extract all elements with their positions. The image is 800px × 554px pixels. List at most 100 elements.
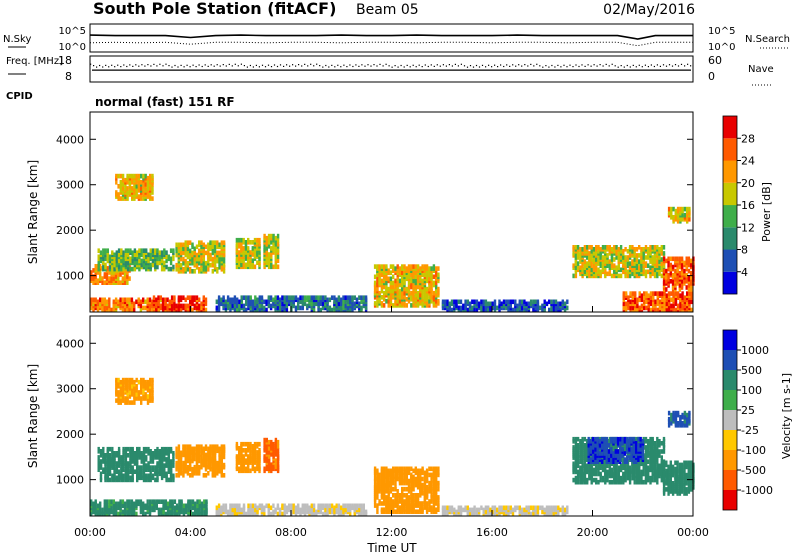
range-gate-cell xyxy=(378,290,381,296)
range-gate-cell xyxy=(233,507,237,513)
range-gate-cell xyxy=(407,299,411,304)
range-gate-cell xyxy=(184,262,187,268)
range-gate-cell xyxy=(117,384,120,389)
range-gate-cell xyxy=(662,251,666,256)
range-gate-cell xyxy=(151,459,155,464)
nave-point xyxy=(135,64,137,66)
range-gate-cell xyxy=(285,307,289,313)
range-gate-cell xyxy=(204,260,208,266)
range-gate-cell xyxy=(606,253,609,258)
range-gate-cell xyxy=(428,507,431,512)
range-gate-cell xyxy=(200,305,203,311)
range-gate-cell xyxy=(552,307,555,313)
range-gate-cell xyxy=(301,503,304,509)
range-gate-cell xyxy=(430,266,433,271)
nave-point xyxy=(123,64,125,66)
range-gate-cell xyxy=(121,190,125,195)
nave-point xyxy=(442,64,444,66)
range-gate-cell xyxy=(207,250,210,256)
range-gate-cell xyxy=(213,240,217,245)
range-gate-cell xyxy=(475,299,479,305)
range-gate-cell xyxy=(163,463,166,468)
range-gate-cell xyxy=(137,188,141,193)
range-gate-cell xyxy=(412,270,415,275)
range-gate-cell xyxy=(102,467,105,472)
range-gate-cell xyxy=(173,499,177,504)
range-gate-cell xyxy=(579,257,582,262)
range-gate-cell xyxy=(249,250,252,255)
range-gate-cell xyxy=(430,280,433,286)
range-gate-cell xyxy=(114,501,118,507)
range-gate-cell xyxy=(290,507,293,513)
range-gate-cell xyxy=(166,501,170,507)
range-gate-cell xyxy=(195,466,199,472)
range-gate-cell xyxy=(665,301,668,307)
range-gate-cell xyxy=(306,509,309,515)
range-gate-cell xyxy=(676,303,680,309)
range-gate-cell xyxy=(249,503,252,509)
range-gate-cell xyxy=(419,505,422,510)
range-gate-cell xyxy=(403,476,406,482)
range-gate-cell xyxy=(179,303,183,309)
range-gate-cell xyxy=(253,254,257,259)
range-gate-cell xyxy=(635,247,639,252)
range-gate-cell xyxy=(665,258,668,264)
range-gate-cell xyxy=(437,501,440,506)
range-gate-cell xyxy=(133,196,136,201)
range-gate-cell xyxy=(140,248,143,253)
range-gate-cell xyxy=(272,441,275,447)
range-gate-cell xyxy=(114,274,118,279)
range-gate-cell xyxy=(385,466,388,472)
range-gate-cell xyxy=(421,491,424,496)
range-gate-cell xyxy=(265,240,268,245)
range-gate-cell xyxy=(126,396,129,401)
range-gate-cell xyxy=(254,503,257,509)
range-gate-cell xyxy=(276,452,280,457)
nave-point xyxy=(475,64,478,67)
range-gate-cell xyxy=(274,437,278,443)
range-gate-cell xyxy=(119,196,122,201)
range-gate-cell xyxy=(154,248,157,253)
range-gate-cell xyxy=(425,468,429,474)
range-gate-cell xyxy=(619,273,623,279)
range-gate-cell xyxy=(251,464,254,469)
range-gate-cell xyxy=(373,482,377,488)
range-gate-cell xyxy=(129,446,132,452)
range-gate-cell xyxy=(658,269,661,275)
range-gate-cell xyxy=(380,278,384,284)
range-gate-cell xyxy=(441,505,445,511)
range-gate-cell xyxy=(308,295,311,300)
range-gate-cell xyxy=(207,242,210,248)
range-gate-cell xyxy=(175,262,178,268)
range-gate-cell xyxy=(186,456,190,462)
cpid-program: normal (fast) 151 RF xyxy=(95,95,235,109)
range-gate-cell xyxy=(403,486,406,492)
range-gate-cell xyxy=(115,377,118,383)
range-gate-cell xyxy=(688,206,691,212)
range-gate-cell xyxy=(437,495,440,500)
range-gate-cell xyxy=(124,461,128,466)
range-gate-cell xyxy=(644,245,648,250)
range-gate-cell xyxy=(204,244,208,250)
range-gate-cell xyxy=(654,307,657,313)
y-tick-label: 4000 xyxy=(56,133,84,146)
range-gate-cell xyxy=(202,256,205,262)
nave-point xyxy=(485,66,487,68)
range-gate-cell xyxy=(640,293,644,298)
range-gate-cell xyxy=(321,511,325,517)
range-gate-cell xyxy=(120,455,123,460)
range-gate-cell xyxy=(432,290,436,296)
range-gate-cell xyxy=(502,303,506,309)
range-gate-cell xyxy=(108,446,112,452)
range-gate-cell xyxy=(435,493,438,498)
date-label: 02/May/2016 xyxy=(603,2,695,18)
range-gate-cell xyxy=(351,295,354,300)
range-gate-cell xyxy=(378,499,381,504)
range-gate-cell xyxy=(674,268,677,274)
range-gate-cell xyxy=(112,270,115,275)
range-gate-cell xyxy=(626,269,630,275)
range-gate-cell xyxy=(92,280,95,285)
range-gate-cell xyxy=(222,295,225,300)
range-gate-cell xyxy=(148,499,152,504)
